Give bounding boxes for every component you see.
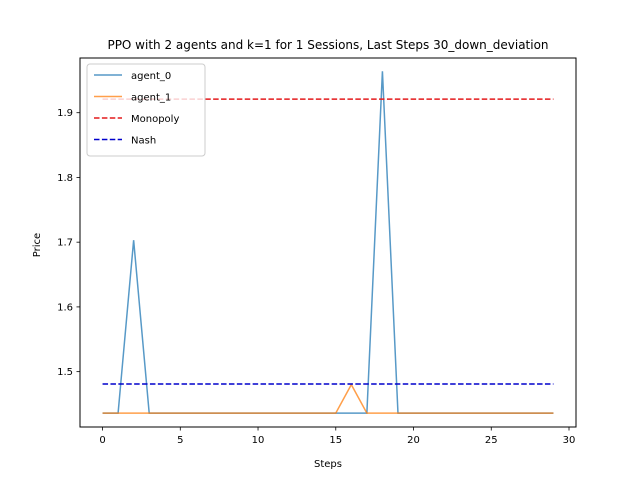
legend-label: agent_1 bbox=[131, 93, 171, 104]
legend-label: agent_0 bbox=[131, 71, 171, 82]
x-axis: 0 5 10 15 20 25 30 bbox=[99, 427, 575, 446]
x-tick-label: 10 bbox=[252, 435, 265, 446]
series-line-agent-1 bbox=[102, 383, 554, 414]
y-tick-label: 1.8 bbox=[57, 173, 73, 184]
legend: agent_0 agent_1 Monopoly Nash bbox=[86, 63, 206, 157]
x-tick-label: 0 bbox=[99, 435, 105, 446]
legend-label: Nash bbox=[131, 136, 156, 147]
y-axis-label: Price bbox=[32, 233, 43, 257]
y-tick-label: 1.5 bbox=[57, 367, 73, 378]
x-tick-label: 5 bbox=[177, 435, 183, 446]
y-tick-label: 1.9 bbox=[57, 108, 73, 119]
x-tick-label: 20 bbox=[407, 435, 420, 446]
x-tick-label: 25 bbox=[485, 435, 498, 446]
legend-box bbox=[86, 63, 206, 157]
x-axis-label: Steps bbox=[314, 459, 342, 470]
y-axis: 1.5 1.6 1.7 1.8 1.9 bbox=[57, 108, 80, 378]
x-tick-label: 15 bbox=[329, 435, 342, 446]
y-tick-label: 1.7 bbox=[57, 238, 73, 249]
legend-label: Monopoly bbox=[131, 114, 179, 125]
y-tick-label: 1.6 bbox=[57, 302, 73, 313]
chart-title: PPO with 2 agents and k=1 for 1 Sessions… bbox=[107, 38, 548, 52]
x-tick-label: 30 bbox=[563, 435, 576, 446]
